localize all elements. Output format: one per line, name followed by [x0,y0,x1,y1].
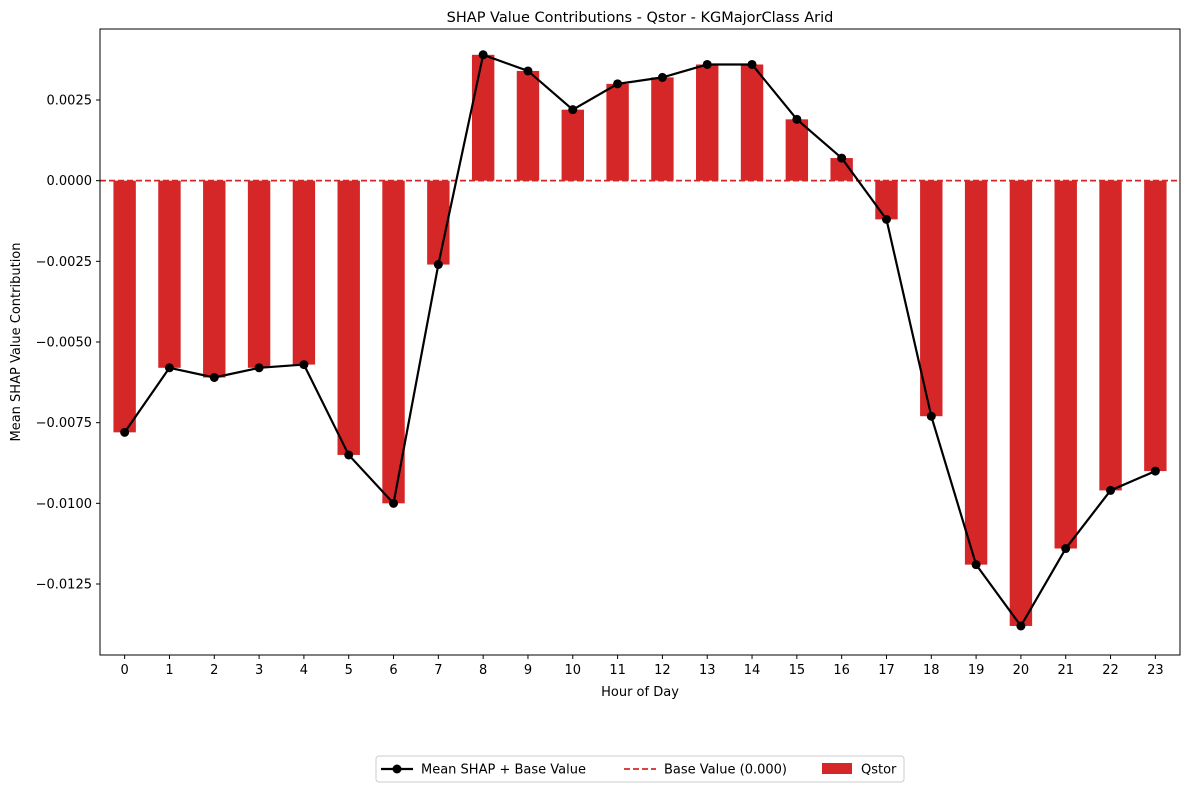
legend-label-qstor: Qstor [861,763,897,778]
bar-hour-9 [516,70,540,181]
mean-shap-point-hour-17 [881,214,891,224]
bar-hour-2 [203,180,226,378]
x-tick-label-hour-14: 14 [744,663,761,678]
x-tick-label-hour-4: 4 [300,663,308,678]
mean-shap-point-hour-13 [702,59,712,69]
mean-shap-point-hour-11 [613,79,623,89]
mean-shap-point-hour-18 [926,411,936,421]
bar-hour-6 [382,180,405,504]
y-axis-label: Mean SHAP Value Contribution [9,243,24,442]
legend: Mean SHAP + Base Value Base Value (0.000… [375,755,905,783]
mean-shap-point-hour-9 [523,66,533,76]
mean-shap-point-hour-12 [657,72,667,82]
mean-shap-point-hour-19 [971,560,981,570]
legend-label-mean-shap: Mean SHAP + Base Value [421,763,586,778]
x-tick-label-hour-15: 15 [789,663,806,678]
x-tick-label-hour-20: 20 [1013,663,1030,678]
mean-shap-point-hour-14 [747,59,757,69]
x-tick-label-hour-7: 7 [434,663,442,678]
bar-hour-19 [964,180,988,565]
mean-shap-line-layer [120,50,1160,631]
bar-hour-5 [337,180,360,455]
mean-shap-point-hour-2 [209,372,219,382]
bar-hour-3 [247,180,271,368]
y-tick-label: −0.0125 [36,578,92,593]
mean-shap-point-hour-21 [1061,544,1071,554]
y-tick-label: −0.0075 [36,416,92,431]
x-tick-label-hour-13: 13 [699,663,716,678]
legend-bar-swatch [822,763,852,774]
bar-hour-22 [1099,180,1122,491]
mean-shap-point-hour-10 [568,105,578,115]
mean-shap-point-hour-1 [164,363,174,373]
mean-shap-point-hour-22 [1106,485,1116,495]
bar-hour-16 [830,158,853,181]
mean-shap-point-hour-23 [1150,466,1160,476]
x-tick-label-hour-19: 19 [968,663,985,678]
legend-entry-mean-shap: Mean SHAP + Base Value [381,763,586,778]
y-tick-label: −0.0100 [36,497,92,512]
x-tick-label-hour-3: 3 [255,663,263,678]
mean-shap-point-hour-20 [1016,621,1026,631]
y-tick-label: 0.0000 [47,174,93,189]
x-tick-label-hour-9: 9 [524,663,532,678]
x-tick-label-hour-1: 1 [165,663,173,678]
x-tick-label-hour-11: 11 [609,663,626,678]
bar-hour-23 [1144,180,1167,472]
bar-hour-7 [427,180,450,265]
y-tick-label: −0.0050 [36,336,92,351]
x-tick-label-hour-23: 23 [1147,663,1164,678]
x-tick-label-hour-17: 17 [878,663,895,678]
x-tick-label-hour-12: 12 [654,663,671,678]
x-tick-label-hour-16: 16 [833,663,850,678]
bar-hour-8 [471,54,495,181]
bars-layer [113,54,1167,626]
x-tick-label-hour-2: 2 [210,663,218,678]
bar-hour-14 [740,64,764,181]
bar-hour-0 [113,180,136,433]
bar-hour-11 [606,83,629,181]
x-tick-label-hour-0: 0 [121,663,129,678]
mean-shap-point-hour-3 [254,363,264,373]
x-axis-label: Hour of Day [601,685,679,700]
mean-shap-point-hour-16 [837,153,847,163]
bar-hour-17 [875,180,898,220]
bar-hour-15 [785,119,809,181]
x-tick-label-hour-8: 8 [479,663,487,678]
x-tick-label-hour-21: 21 [1057,663,1074,678]
legend-entry-base-value: Base Value (0.000) [624,763,787,778]
x-tick-label-hour-18: 18 [923,663,940,678]
x-tick-label-hour-10: 10 [565,663,582,678]
x-tick-label-hour-22: 22 [1102,663,1119,678]
legend-label-base-value: Base Value (0.000) [664,763,787,778]
y-tick-label: −0.0025 [36,255,92,270]
bar-hour-12 [651,77,674,181]
bar-hour-13 [696,64,719,181]
legend-line-marker [392,764,402,774]
bar-hour-4 [292,180,316,365]
mean-shap-point-hour-4 [299,360,309,370]
mean-shap-point-hour-15 [792,114,802,124]
x-axis: 0 1 2 3 4 5 6 7 8 9 10 11 12 13 14 15 16 17 18 19 20 21 22 23 [121,655,1164,678]
y-tick-label: 0.0025 [47,93,93,108]
bar-hour-18 [920,180,943,417]
bar-hour-1 [158,180,181,368]
legend-frame [375,755,905,783]
legend-entry-qstor: Qstor [822,763,897,778]
mean-shap-point-hour-0 [120,427,130,437]
mean-shap-line [123,53,1156,628]
bar-hour-20 [1009,180,1033,626]
y-axis: 0.0025 0.0000 −0.0025 −0.0050 −0.0075 −0.0100… [36,93,100,593]
mean-shap-point-hour-6 [389,498,399,508]
chart-title: SHAP Value Contributions - Qstor - KGMaj… [447,10,834,26]
x-tick-label-hour-5: 5 [345,663,353,678]
mean-shap-point-hour-8 [478,50,488,60]
bar-hour-21 [1054,180,1077,549]
x-tick-label-hour-6: 6 [389,663,397,678]
bar-hour-10 [561,109,584,181]
mean-shap-point-hour-7 [433,260,443,270]
mean-shap-point-hour-5 [344,450,354,460]
